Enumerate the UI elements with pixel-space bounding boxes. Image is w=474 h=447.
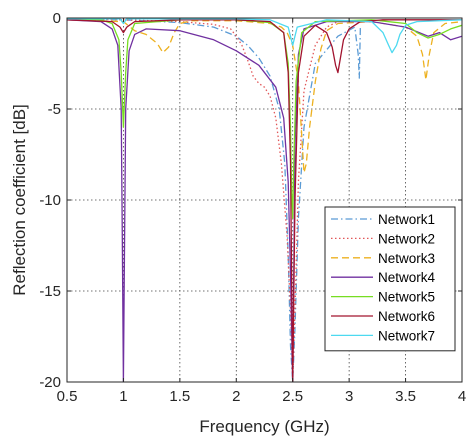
- series-line-network6: [67, 19, 462, 382]
- axis-ticks: 0.5 1 1.5 2 2.5 3 3.5 4 0 -5 -10 -15 -20: [39, 10, 466, 405]
- x-tick-label: 1.5: [169, 388, 190, 405]
- x-tick-label: 3.5: [395, 388, 416, 405]
- y-tick-label: -10: [39, 192, 61, 209]
- legend-box: [324, 206, 456, 352]
- series-line-network3: [67, 19, 462, 174]
- legend-label: Network5: [378, 290, 435, 305]
- y-tick-label: -20: [39, 374, 61, 391]
- legend-label: Network1: [378, 212, 435, 227]
- legend-label: Network6: [378, 309, 435, 324]
- x-tick-label: 1: [119, 388, 127, 405]
- legend-label: Network7: [378, 328, 435, 343]
- y-axis-label: Reflection coefficient [dB]: [10, 104, 29, 296]
- y-tick-label: -5: [48, 101, 61, 118]
- grid-lines: [67, 18, 462, 382]
- x-tick-label: 4: [458, 388, 466, 405]
- legend: Network1 Network2 Network3 Network4 Network5…: [324, 206, 456, 352]
- legend-label: Network4: [378, 270, 436, 285]
- legend-label: Network2: [378, 231, 435, 246]
- series-lines: [67, 18, 462, 382]
- y-tick-label: -15: [39, 283, 61, 300]
- x-tick-label: 0.5: [57, 388, 78, 405]
- series-line-network1: [67, 18, 362, 382]
- series-line-network7: [67, 18, 462, 54]
- x-tick-label: 3: [345, 388, 353, 405]
- x-axis-label: Frequency (GHz): [199, 417, 329, 436]
- y-tick-label: 0: [53, 10, 61, 27]
- x-tick-label: 2: [232, 388, 240, 405]
- legend-label: Network3: [378, 251, 435, 266]
- x-tick-label: 2.5: [282, 388, 303, 405]
